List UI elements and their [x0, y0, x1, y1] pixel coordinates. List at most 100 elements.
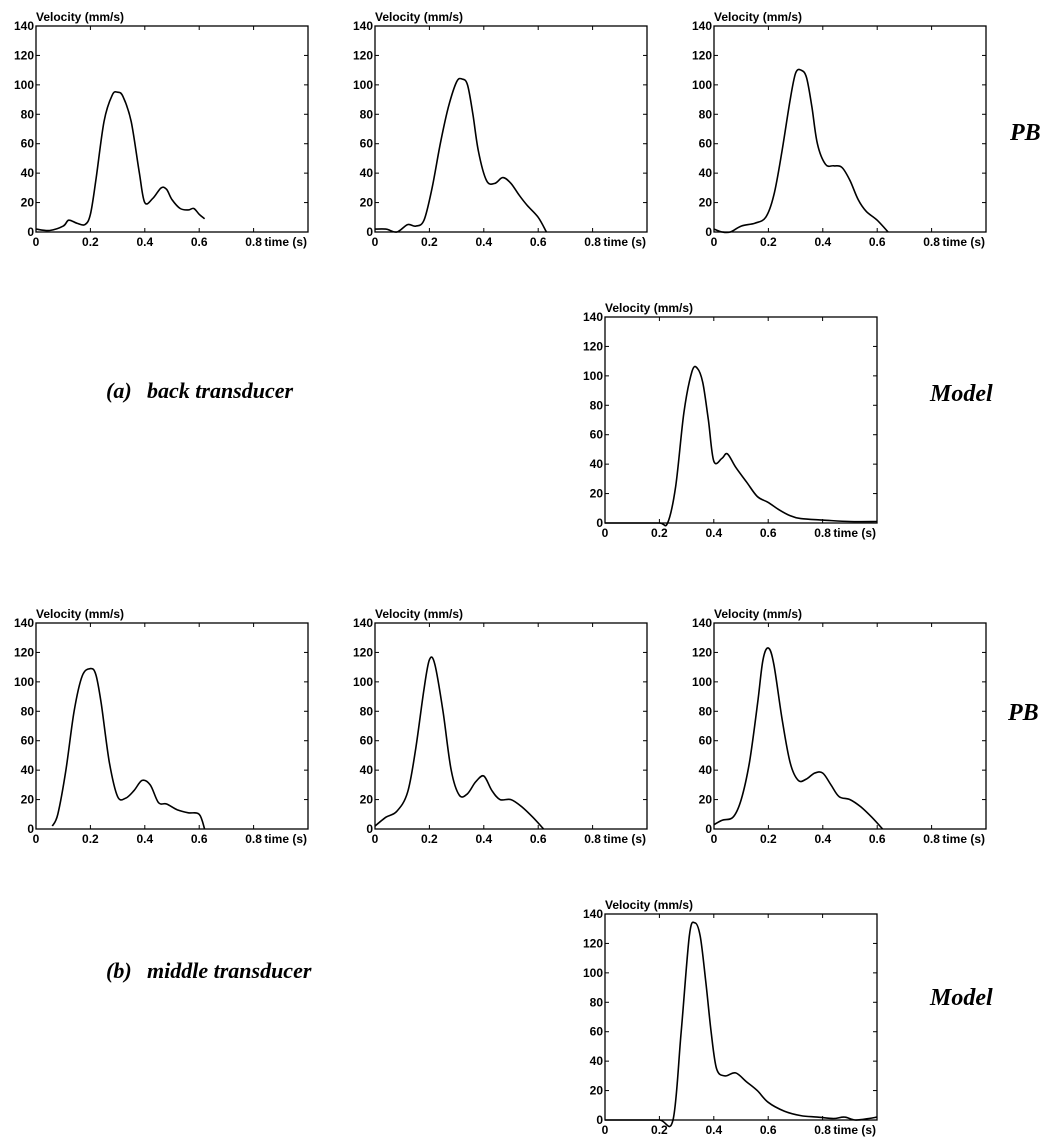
x-tick-label: 0.8	[584, 235, 601, 249]
x-tick-label: 0.6	[869, 235, 886, 249]
y-tick-label: 60	[360, 734, 374, 748]
x-tick-label: 0.6	[530, 235, 547, 249]
y-tick-label: 20	[360, 196, 374, 210]
velocity-line	[605, 921, 878, 1128]
velocity-line	[51, 667, 206, 830]
y-tick-label: 120	[14, 645, 34, 659]
x-tick-label: 0.2	[651, 526, 668, 540]
chart-b-pb-1: 0 20 40 60 80 100 120 140 0 0.2 0.4 0.6 0.8 Velocity …	[14, 607, 309, 846]
y-axis-label: Velocity (mm/s)	[714, 607, 802, 621]
y-tick-label: 140	[14, 616, 34, 630]
x-tick-label: 0.8	[814, 526, 831, 540]
y-tick-label: 100	[692, 675, 712, 689]
x-tick-label: 0.2	[421, 235, 438, 249]
plot-frame	[604, 316, 878, 524]
y-tick-label: 0	[366, 822, 373, 836]
x-tick-label: 0.2	[651, 1123, 668, 1137]
x-tick-label: 0	[372, 235, 379, 249]
y-tick-label: 80	[360, 704, 374, 718]
y-tick-label: 100	[583, 369, 603, 383]
x-tick-label: 0.6	[760, 526, 777, 540]
y-tick-label: 0	[596, 1113, 603, 1127]
x-tick-label: 0.4	[136, 235, 153, 249]
y-tick-label: 0	[705, 822, 712, 836]
section-a-marker: (a)	[106, 378, 132, 403]
plot-frame	[374, 622, 648, 830]
y-tick-label: 140	[692, 19, 712, 33]
y-tick-label: 80	[590, 398, 604, 412]
x-tick-label: 0.8	[245, 235, 262, 249]
velocity-line	[35, 90, 206, 232]
y-tick-label: 120	[583, 936, 603, 950]
pb-label-top: PB	[1009, 120, 1041, 146]
chart-a-pb-2: 0 20 40 60 80 100 120 140 0 0.2 0.4 0.6 0.8 Velocity …	[353, 10, 648, 249]
y-axis-label: Velocity (mm/s)	[714, 10, 802, 24]
y-tick-label: 80	[360, 107, 374, 121]
y-tick-label: 40	[360, 166, 374, 180]
x-tick-label: 0	[602, 526, 609, 540]
x-axis-label: time (s)	[603, 235, 646, 249]
x-tick-label: 0.8	[245, 832, 262, 846]
y-tick-label: 40	[360, 763, 374, 777]
y-tick-label: 40	[590, 1054, 604, 1068]
y-tick-label: 40	[699, 763, 713, 777]
x-tick-label: 0.2	[760, 235, 777, 249]
y-tick-label: 140	[14, 19, 34, 33]
x-tick-label: 0.4	[814, 235, 831, 249]
chart-b-model: 0 20 40 60 80 100 120 140 0 0.2 0.4 0.6 0.8 Velocity …	[583, 898, 878, 1137]
x-tick-label: 0.4	[136, 832, 153, 846]
x-tick-label: 0.6	[191, 235, 208, 249]
chart-a-pb-3: 0 20 40 60 80 100 120 140 0 0.2 0.4 0.6 0.8 Velocity …	[692, 10, 987, 249]
plot-frame	[713, 25, 987, 233]
plot-frame	[604, 913, 878, 1121]
x-tick-label: 0.2	[760, 832, 777, 846]
y-tick-label: 140	[583, 310, 603, 324]
velocity-line	[713, 68, 889, 234]
model-label-bottom: Model	[929, 985, 993, 1011]
section-b-name: middle transducer	[147, 958, 312, 983]
x-axis-label: time (s)	[264, 235, 307, 249]
y-tick-label: 60	[590, 1025, 604, 1039]
x-tick-label: 0.6	[869, 832, 886, 846]
y-axis-label: Velocity (mm/s)	[36, 10, 124, 24]
y-tick-label: 60	[21, 137, 35, 151]
pb-label-bottom: PB	[1007, 700, 1039, 726]
y-tick-label: 140	[583, 907, 603, 921]
y-tick-label: 120	[14, 48, 34, 62]
chart-a-pb-1: 0 20 40 60 80 100 120 140 0 0.2 0.4 0.6 0.8 Velocity …	[14, 10, 309, 249]
y-tick-label: 60	[21, 734, 35, 748]
charts-layer: 0 20 40 60 80 100 120 140 0 0.2 0.4 0.6 0.8 Velocity …	[14, 10, 987, 1137]
x-tick-label: 0.6	[530, 832, 547, 846]
y-axis-label: Velocity (mm/s)	[36, 607, 124, 621]
y-tick-label: 140	[353, 19, 373, 33]
y-tick-label: 60	[699, 734, 713, 748]
y-tick-label: 120	[353, 48, 373, 62]
y-tick-label: 20	[590, 487, 604, 501]
y-tick-label: 0	[596, 516, 603, 530]
y-tick-label: 20	[21, 196, 35, 210]
y-tick-label: 100	[353, 78, 373, 92]
x-axis-label: time (s)	[833, 526, 876, 540]
y-tick-label: 40	[21, 763, 35, 777]
x-axis-label: time (s)	[603, 832, 646, 846]
y-tick-label: 0	[366, 225, 373, 239]
y-tick-label: 0	[705, 225, 712, 239]
y-tick-label: 20	[699, 196, 713, 210]
y-tick-label: 40	[590, 457, 604, 471]
y-tick-label: 20	[360, 793, 374, 807]
y-tick-label: 60	[360, 137, 374, 151]
y-axis-label: Velocity (mm/s)	[605, 898, 693, 912]
x-tick-label: 0.4	[475, 235, 492, 249]
plot-frame	[35, 25, 309, 233]
x-tick-label: 0.4	[475, 832, 492, 846]
x-tick-label: 0	[711, 832, 718, 846]
x-tick-label: 0.4	[705, 1123, 722, 1137]
x-tick-label: 0.8	[814, 1123, 831, 1137]
y-tick-label: 40	[699, 166, 713, 180]
y-tick-label: 120	[583, 339, 603, 353]
x-tick-label: 0	[33, 832, 40, 846]
y-tick-label: 20	[590, 1084, 604, 1098]
y-tick-label: 80	[699, 704, 713, 718]
x-tick-label: 0.8	[584, 832, 601, 846]
